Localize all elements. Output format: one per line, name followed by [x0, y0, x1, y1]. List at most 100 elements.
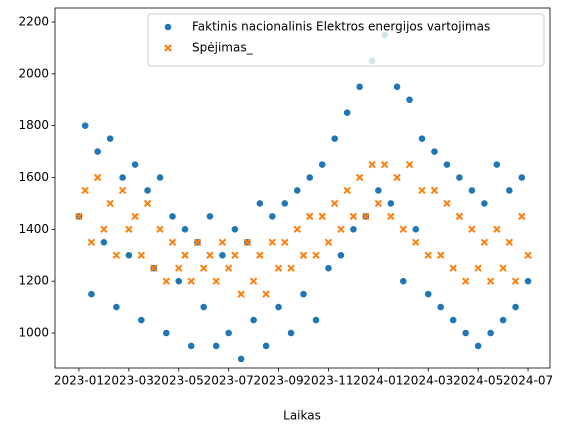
point	[511, 277, 520, 285]
point	[468, 225, 476, 234]
point	[93, 147, 102, 156]
x-tick-label: 2023-07	[204, 374, 254, 388]
point	[87, 290, 96, 299]
point	[355, 82, 364, 91]
point	[187, 277, 195, 285]
point	[449, 264, 457, 272]
point	[499, 264, 507, 272]
point	[118, 186, 127, 195]
point	[399, 277, 408, 286]
point	[343, 186, 351, 195]
point	[430, 147, 439, 156]
point	[164, 23, 172, 31]
point	[243, 238, 252, 247]
point	[412, 238, 420, 247]
point	[418, 134, 426, 143]
point	[156, 173, 164, 182]
point	[100, 225, 108, 234]
point	[524, 251, 532, 259]
point	[461, 277, 470, 285]
point	[486, 277, 495, 285]
point	[362, 212, 370, 221]
point	[343, 108, 352, 117]
point	[224, 329, 233, 337]
point	[474, 264, 482, 272]
point	[312, 251, 320, 259]
point	[324, 238, 333, 247]
x-tick-label: 2023-05	[154, 374, 204, 388]
point	[137, 251, 146, 259]
point	[306, 212, 314, 221]
point	[424, 251, 432, 259]
point	[125, 225, 133, 234]
point	[206, 212, 214, 221]
point	[106, 134, 115, 143]
point	[206, 251, 214, 259]
point	[218, 251, 227, 260]
x-axis-label: Laikas	[283, 409, 321, 423]
point	[405, 160, 414, 169]
point	[293, 186, 302, 195]
point	[106, 199, 114, 208]
point	[156, 225, 164, 234]
point	[112, 251, 121, 259]
point	[212, 277, 220, 285]
point	[112, 303, 121, 311]
point	[436, 303, 445, 311]
point	[411, 225, 420, 234]
x-tick-label: 2023-11	[303, 374, 353, 388]
point	[230, 225, 239, 234]
point	[274, 303, 283, 311]
point	[164, 44, 172, 52]
point	[299, 251, 308, 259]
point	[349, 225, 358, 234]
legend-label: Faktinis nacionalinis Elektros energijos…	[192, 20, 490, 34]
point	[175, 264, 183, 272]
point	[168, 238, 177, 247]
point	[181, 225, 189, 234]
y-tick-label: 1800	[18, 118, 49, 132]
point	[430, 186, 439, 195]
point	[493, 225, 501, 234]
point	[330, 199, 339, 208]
point	[355, 173, 364, 182]
point	[349, 212, 358, 221]
point	[524, 277, 532, 286]
point	[386, 199, 395, 208]
point	[393, 173, 401, 182]
point	[143, 199, 152, 208]
point	[262, 290, 270, 298]
point	[237, 290, 245, 298]
point	[492, 160, 501, 169]
point	[118, 173, 127, 182]
point	[337, 251, 345, 260]
point	[480, 238, 489, 247]
point	[93, 173, 102, 182]
point	[443, 199, 451, 208]
point	[318, 160, 327, 169]
point	[256, 251, 264, 259]
point	[517, 173, 526, 182]
point	[305, 173, 314, 182]
point	[337, 225, 345, 234]
point	[100, 238, 108, 247]
point	[287, 329, 295, 337]
point	[318, 212, 326, 221]
x-tick-label: 2023-09	[253, 374, 303, 388]
x-tick-label: 2024-03	[403, 374, 453, 388]
point	[518, 212, 526, 221]
point	[449, 316, 458, 324]
point	[443, 160, 451, 169]
y-tick-label: 2200	[18, 14, 49, 28]
point	[455, 173, 464, 182]
point	[461, 329, 470, 337]
point	[455, 212, 464, 221]
point	[249, 316, 258, 324]
point	[162, 329, 171, 337]
point	[505, 186, 514, 195]
point	[387, 212, 395, 221]
point	[218, 238, 227, 247]
point	[437, 251, 445, 259]
y-tick-label: 1600	[18, 170, 49, 184]
